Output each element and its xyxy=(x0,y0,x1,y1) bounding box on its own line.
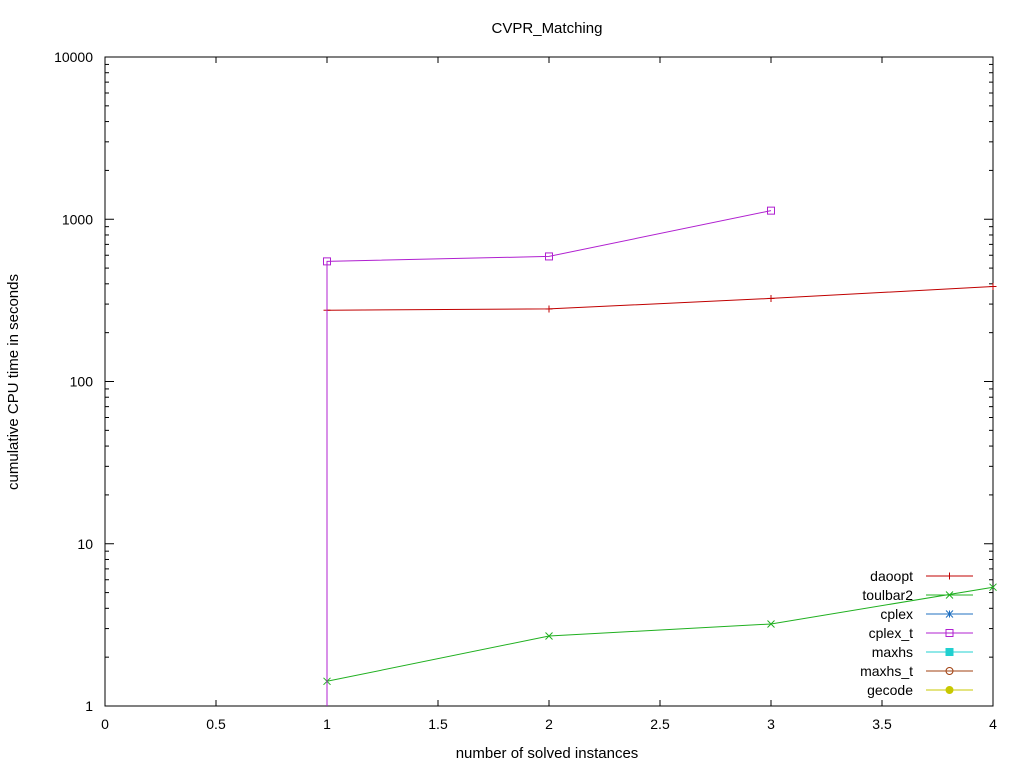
data-point-cplex_t-shape xyxy=(767,206,775,215)
y-axis-label: cumulative CPU time in seconds xyxy=(5,274,22,490)
y-tick-label: 100 xyxy=(70,374,94,390)
chart-title: CVPR_Matching xyxy=(492,20,603,37)
data-point-daoopt xyxy=(767,294,775,302)
data-point-daoopt xyxy=(545,305,553,313)
legend-label-gecode: gecode xyxy=(867,682,913,698)
legend-marker-cplex_t xyxy=(945,629,954,637)
x-tick-label: 0.5 xyxy=(206,716,226,732)
legend-marker-maxhs_t xyxy=(945,667,954,675)
legend-marker-gecode-shape xyxy=(945,686,954,694)
legend-marker-maxhs-shape xyxy=(945,648,954,656)
plot-frame xyxy=(104,56,994,707)
legend-label-daoopt: daoopt xyxy=(870,568,913,584)
y-tick-label: 1 xyxy=(85,698,93,714)
series-line-daoopt xyxy=(326,286,994,311)
y-tick-label: 10 xyxy=(77,536,93,552)
data-point-cplex_t xyxy=(545,252,553,261)
series-line-toulbar2 xyxy=(326,586,994,682)
data-point-toulbar2-stroke xyxy=(767,620,775,628)
plot-series xyxy=(323,206,997,706)
data-point-cplex_t xyxy=(767,206,775,215)
axes: 0 0.5 1 1.5 2 2.5 3 3.5 4 1 10 100 1000 10000 xyxy=(54,49,997,732)
x-tick-label: 3.5 xyxy=(872,716,892,732)
legend-label-maxhs: maxhs xyxy=(872,644,913,660)
x-tick-label: 3 xyxy=(767,716,775,732)
legend-marker-gecode xyxy=(945,686,954,694)
legend-marker-cplex-stroke xyxy=(945,610,954,618)
x-tick-label: 4 xyxy=(989,716,997,732)
legend-marker-toulbar2-stroke xyxy=(945,591,954,599)
data-point-toulbar2-stroke xyxy=(545,632,553,640)
x-tick-label: 2 xyxy=(545,716,553,732)
legend-label-cplex_t: cplex_t xyxy=(869,625,913,641)
legend-marker-daoopt xyxy=(946,572,953,580)
y-tick-label: 1000 xyxy=(62,211,93,227)
data-point-cplex_t-shape xyxy=(545,252,553,261)
data-point-toulbar2 xyxy=(767,620,775,628)
x-tick-label: 2.5 xyxy=(650,716,670,732)
data-point-cplex_t-shape xyxy=(323,257,331,266)
legend-label-toulbar2: toulbar2 xyxy=(862,587,913,603)
data-point-toulbar2 xyxy=(545,632,553,640)
legend-marker-cplex xyxy=(945,610,954,618)
x-axis-label: number of solved instances xyxy=(456,745,639,762)
x-tick-label: 1.5 xyxy=(428,716,448,732)
data-point-cplex_t xyxy=(323,257,331,266)
legend-label-cplex: cplex xyxy=(880,606,913,622)
x-tick-label: 0 xyxy=(101,716,109,732)
legend-marker-cplex_t-shape xyxy=(945,629,954,637)
data-point-daoopt xyxy=(989,283,997,291)
legend-marker-maxhs xyxy=(945,648,954,656)
data-point-toulbar2-stroke xyxy=(989,583,997,592)
legend-marker-maxhs_t-shape xyxy=(945,667,954,675)
y-tick-label: 10000 xyxy=(54,49,93,65)
legend-marker-toulbar2 xyxy=(945,591,954,599)
legend-label-maxhs_t: maxhs_t xyxy=(860,663,913,679)
data-point-toulbar2 xyxy=(989,583,997,592)
x-tick-label: 1 xyxy=(323,716,331,732)
series-line-cplex_t xyxy=(326,210,772,706)
